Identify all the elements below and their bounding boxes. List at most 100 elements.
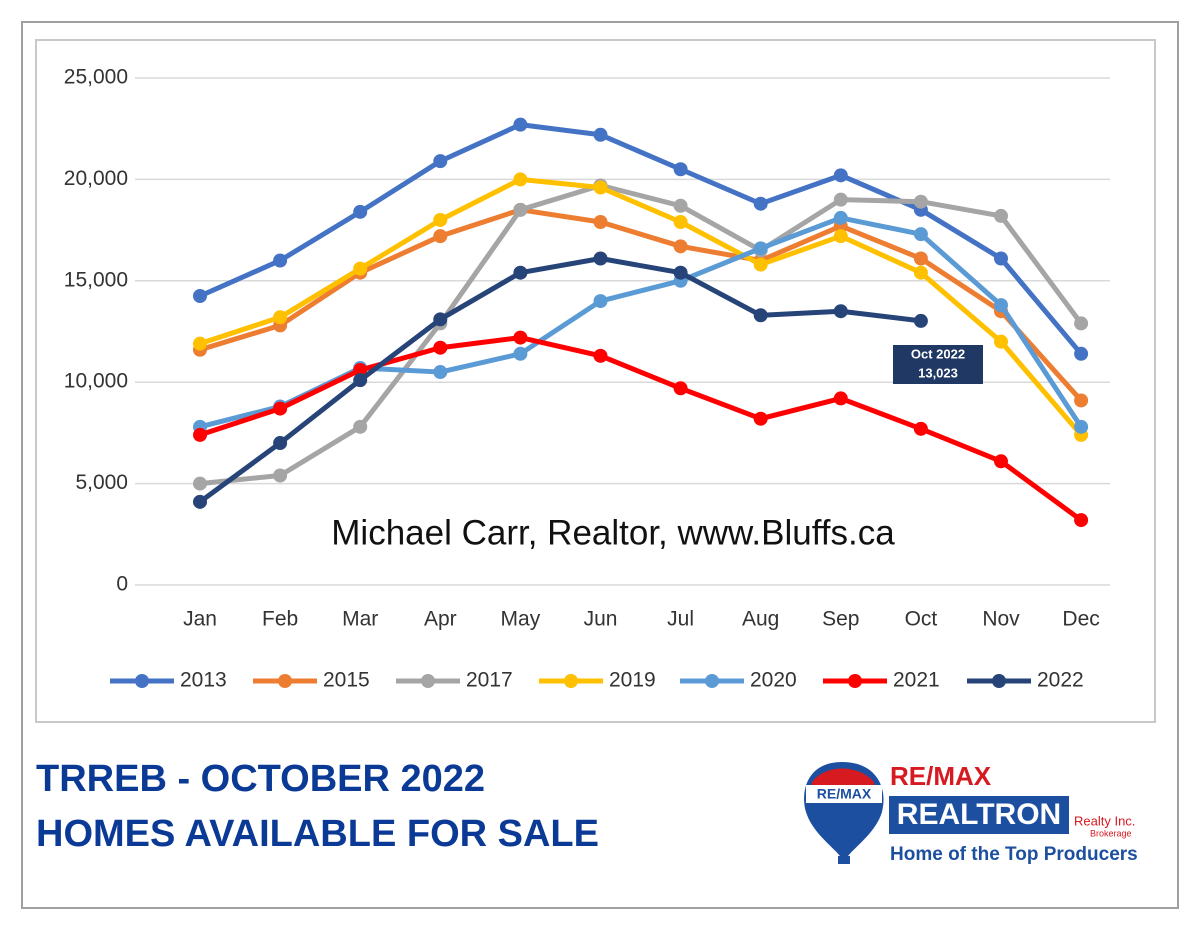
plot: 0 5,000 10,000 15,000 20,000 25,000 Jan Feb Mar A…: [64, 66, 1110, 692]
point: [673, 162, 688, 177]
point: [753, 241, 768, 256]
legend-marker: [848, 674, 862, 688]
point: [673, 381, 688, 396]
legend-label: 2020: [750, 669, 797, 692]
point: [433, 154, 448, 169]
point: [753, 411, 768, 426]
x-tick-label: Oct: [905, 608, 938, 631]
point: [353, 373, 368, 388]
point: [593, 348, 608, 363]
point: [513, 172, 528, 187]
point: [353, 204, 368, 219]
legend-marker: [564, 674, 578, 688]
footer-title: HOMES AVAILABLE FOR SALE: [36, 813, 599, 855]
point: [513, 202, 528, 217]
point: [994, 208, 1008, 223]
point: [833, 210, 848, 225]
x-tick-label: Sep: [822, 608, 859, 631]
point: [593, 214, 608, 229]
point: [1074, 393, 1089, 408]
point: [433, 365, 448, 380]
series-line: [199, 207, 1083, 403]
point: [353, 419, 368, 434]
point: [513, 265, 528, 280]
series-line: [199, 176, 1083, 437]
point: [913, 251, 928, 266]
y-tick-label: 10,000: [64, 370, 128, 393]
point: [673, 198, 688, 213]
point: [833, 304, 848, 319]
name-box: [889, 796, 1069, 834]
x-tick-label: Jan: [183, 608, 217, 631]
point: [193, 494, 207, 509]
point: [1074, 316, 1089, 331]
point: [913, 265, 928, 280]
point: [433, 312, 448, 327]
series-line: [198, 122, 1084, 356]
point: [593, 294, 608, 309]
point: [273, 310, 288, 325]
point: [913, 421, 928, 436]
point: [193, 427, 207, 442]
legend-label: 2022: [1037, 669, 1084, 692]
x-tick-label: Jul: [667, 608, 694, 631]
balloon-band: [806, 785, 882, 803]
point: [753, 308, 768, 323]
point: [994, 334, 1008, 349]
point: [913, 227, 928, 242]
point: [913, 313, 928, 328]
basket: [838, 856, 850, 864]
point: [433, 212, 448, 227]
series-line: [198, 255, 922, 504]
x-tick-label: Dec: [1062, 608, 1099, 631]
point: [193, 336, 207, 351]
point: [193, 289, 207, 304]
legend-label: 2013: [180, 669, 227, 692]
point: [513, 346, 528, 361]
point: [673, 239, 688, 254]
x-tick-label: Mar: [342, 608, 378, 631]
annotation-text: Oct 2022: [911, 346, 965, 361]
point: [433, 229, 448, 244]
brand: RE/MAX: [890, 761, 992, 791]
legend-marker: [705, 674, 719, 688]
point: [673, 214, 688, 229]
point: [273, 401, 288, 416]
point: [513, 330, 528, 345]
x-tick-label: Nov: [982, 608, 1020, 631]
point: [273, 436, 288, 451]
legend-marker: [135, 674, 149, 688]
point: [273, 253, 288, 268]
point: [193, 476, 207, 491]
x-tick-label: Aug: [742, 608, 779, 631]
point: [833, 192, 848, 207]
point: [833, 168, 848, 183]
legend-marker: [278, 674, 292, 688]
point: [353, 261, 368, 276]
logo: RE/MAX RE/MAX REALTRON Realty Inc. Broke…: [804, 761, 1138, 865]
sub: Brokerage: [1090, 828, 1132, 838]
point: [673, 265, 688, 280]
legend-label: 2017: [466, 669, 513, 692]
annotation-box: [893, 345, 983, 384]
y-tick-label: 25,000: [64, 66, 128, 89]
point: [753, 257, 768, 272]
y-tick-label: 5,000: [75, 471, 128, 494]
point: [994, 251, 1008, 266]
point: [353, 363, 368, 378]
point: [1074, 513, 1089, 528]
point: [593, 180, 608, 195]
point: [513, 117, 528, 132]
point: [433, 340, 448, 355]
y-tick-label: 0: [116, 573, 128, 596]
y-tick-label: 20,000: [64, 167, 128, 190]
legend-label: 2019: [609, 669, 656, 692]
legend-label: 2015: [323, 669, 370, 692]
point: [593, 251, 608, 266]
point: [1074, 419, 1089, 434]
point: [833, 391, 848, 406]
suffix: Realty Inc.: [1074, 813, 1135, 828]
point: [1074, 346, 1089, 361]
x-tick-label: Apr: [424, 608, 457, 631]
